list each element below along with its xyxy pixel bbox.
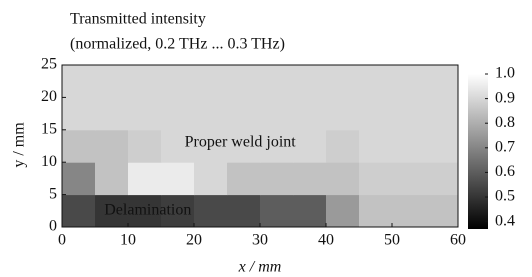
heat-cell xyxy=(128,162,162,195)
y-axis-label: y / mm xyxy=(11,122,28,168)
y-tick-label: 15 xyxy=(41,120,57,137)
heat-cell xyxy=(260,195,294,228)
y-tick-label: 20 xyxy=(41,88,57,105)
y-tick-label: 10 xyxy=(41,153,57,170)
colorbar-tick-label: 0.6 xyxy=(495,163,515,180)
colorbar xyxy=(468,74,488,229)
heat-cell xyxy=(425,162,459,195)
chart-subtitle: (normalized, 0.2 THz ... 0.3 THz) xyxy=(70,36,285,53)
colorbar-tick-label: 0.8 xyxy=(495,114,515,131)
chart: Transmitted intensity (normalized, 0.2 T… xyxy=(0,0,532,277)
heat-cell xyxy=(227,65,261,98)
heat-cell xyxy=(359,195,393,228)
chart-title: Transmitted intensity xyxy=(70,11,206,28)
heat-cell xyxy=(128,65,162,98)
heat-cell xyxy=(194,65,228,98)
heat-cell xyxy=(260,97,294,130)
heat-cell xyxy=(161,65,195,98)
heat-cell xyxy=(95,65,129,98)
heat-cell xyxy=(161,97,195,130)
heat-cell xyxy=(293,195,327,228)
heat-cell xyxy=(392,162,426,195)
heat-cell xyxy=(326,130,360,163)
y-tick-label: 0 xyxy=(49,218,57,235)
x-tick-label: 20 xyxy=(186,232,202,249)
annotation: Delamination xyxy=(104,201,191,218)
heat-cell xyxy=(95,130,129,163)
heat-cell xyxy=(194,97,228,130)
heat-cell xyxy=(227,195,261,228)
colorbar-tick-label: 0.4 xyxy=(495,212,515,229)
heat-cell xyxy=(326,65,360,98)
heat-cell xyxy=(194,195,228,228)
heat-cell xyxy=(392,195,426,228)
heat-cell xyxy=(62,65,96,98)
heat-cell xyxy=(227,162,261,195)
x-tick-label: 50 xyxy=(384,232,400,249)
heat-cell xyxy=(425,130,459,163)
colorbar-tick-label: 0.9 xyxy=(495,89,515,106)
heat-cell xyxy=(95,97,129,130)
colorbar-tick-label: 1.0 xyxy=(495,65,515,82)
heat-cell xyxy=(359,97,393,130)
heat-cell xyxy=(95,162,129,195)
heat-cell xyxy=(359,130,393,163)
x-tick-label: 0 xyxy=(58,232,66,249)
heat-cell xyxy=(194,162,228,195)
heat-cell xyxy=(359,162,393,195)
x-tick-label: 10 xyxy=(120,232,136,249)
y-tick-label: 25 xyxy=(41,56,57,73)
y-tick-label: 5 xyxy=(49,185,57,202)
heat-cell xyxy=(62,195,96,228)
heat-cell xyxy=(293,162,327,195)
heat-cell xyxy=(62,97,96,130)
heat-cell xyxy=(425,97,459,130)
heat-cell xyxy=(392,97,426,130)
annotation: Proper weld joint xyxy=(185,133,297,150)
heat-cell xyxy=(326,195,360,228)
heat-cell xyxy=(260,65,294,98)
heat-cell xyxy=(425,195,459,228)
heat-cell xyxy=(326,97,360,130)
heat-cell xyxy=(359,65,393,98)
x-tick-label: 40 xyxy=(318,232,334,249)
heat-cell xyxy=(161,162,195,195)
heat-cell xyxy=(326,162,360,195)
x-tick-label: 60 xyxy=(450,232,466,249)
heat-cell xyxy=(425,65,459,98)
heat-cell xyxy=(392,130,426,163)
heat-cell xyxy=(293,97,327,130)
heat-cell xyxy=(128,130,162,163)
heat-cell xyxy=(62,162,96,195)
x-tick-label: 30 xyxy=(252,232,268,249)
heat-cell xyxy=(392,65,426,98)
heat-cell xyxy=(260,162,294,195)
heat-cell xyxy=(293,65,327,98)
heat-cell xyxy=(62,130,96,163)
x-axis-label: x / mm xyxy=(238,259,282,276)
colorbar-tick-label: 0.5 xyxy=(495,188,515,205)
colorbar-tick-label: 0.7 xyxy=(495,138,515,155)
heat-cell xyxy=(128,97,162,130)
heat-cell xyxy=(293,130,327,163)
heat-cell xyxy=(227,97,261,130)
